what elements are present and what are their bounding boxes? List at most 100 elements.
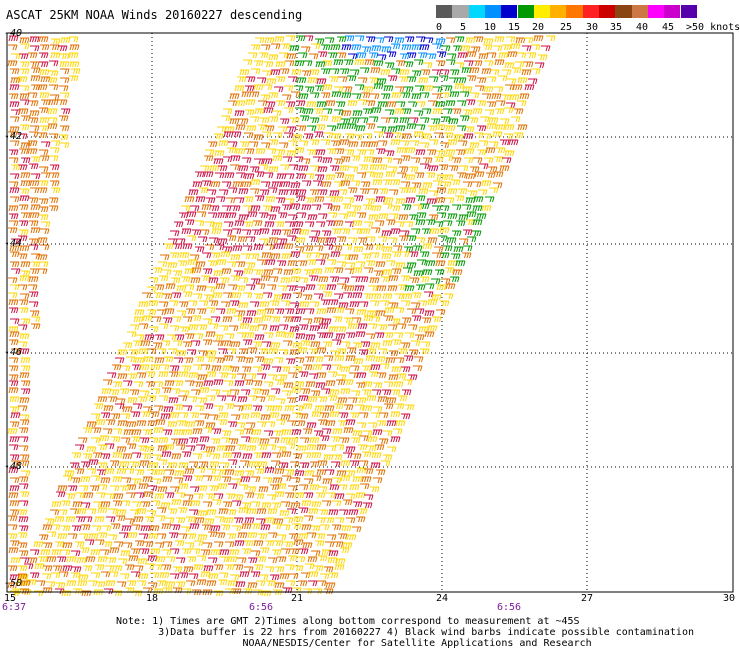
wind-barb [287, 260, 298, 267]
wind-barb [457, 100, 467, 107]
wind-barb [200, 165, 210, 172]
wind-barb [189, 523, 200, 530]
wind-barb [314, 430, 324, 437]
wind-barb [201, 364, 211, 371]
legend-label: 45 [662, 22, 675, 33]
wind-barb [460, 45, 471, 52]
wind-barb [66, 493, 76, 500]
wind-barb [423, 85, 434, 92]
wind-barb [433, 180, 443, 187]
wind-barb [160, 413, 171, 420]
wind-barb [316, 444, 327, 451]
wind-barb [292, 134, 303, 141]
wind-barb [138, 396, 148, 403]
wind-barb [139, 323, 149, 330]
wind-barb [298, 52, 308, 59]
wind-barb [96, 581, 106, 588]
legend-swatch [436, 5, 453, 18]
wind-barb [278, 126, 288, 133]
wind-barb [30, 125, 40, 132]
wind-barb [202, 451, 212, 458]
wind-barb [109, 571, 119, 578]
wind-barb [204, 155, 214, 162]
wind-barb [222, 476, 232, 483]
wind-barb [80, 547, 90, 554]
wind-barb [463, 133, 474, 140]
wind-barb [265, 196, 276, 203]
wind-barb [19, 229, 29, 236]
wind-barb [316, 101, 327, 108]
wind-barb [346, 211, 357, 218]
wind-barb [189, 437, 199, 444]
wind-barb [110, 389, 120, 396]
wind-barb [154, 381, 164, 388]
wind-barb [374, 270, 384, 277]
wind-barb [201, 275, 211, 282]
wind-barb [280, 181, 291, 188]
wind-barb [203, 475, 213, 482]
wind-barb [140, 525, 151, 532]
wind-barb [275, 61, 286, 68]
wind-barb [210, 525, 221, 532]
wind-barb [161, 451, 172, 458]
wind-barb [407, 76, 417, 83]
wind-barb [311, 390, 321, 397]
wind-barb [206, 395, 216, 402]
wind-barb [131, 411, 141, 418]
wind-barb [19, 500, 29, 507]
wind-barb [478, 53, 489, 60]
wind-barb [261, 590, 272, 597]
wind-barb [238, 188, 249, 195]
wind-barb [424, 310, 435, 317]
wind-barb [208, 260, 218, 267]
wind-barb [290, 461, 300, 468]
wind-barb [435, 101, 446, 108]
wind-barb [209, 414, 219, 421]
wind-barb [317, 372, 327, 379]
wind-barb [482, 133, 492, 140]
wind-barb [72, 566, 82, 573]
wind-barb [9, 339, 19, 346]
wind-barb [176, 557, 186, 564]
wind-barb [313, 180, 323, 187]
wind-barb [83, 492, 94, 499]
wind-barb [59, 115, 69, 122]
wind-barb [472, 108, 483, 115]
wind-barb [158, 371, 169, 378]
wind-barb [254, 158, 264, 165]
wind-barb [293, 539, 304, 546]
wind-barb [511, 116, 521, 123]
wind-barb [346, 262, 356, 269]
wind-barb [212, 499, 222, 506]
wind-barb [239, 323, 250, 330]
wind-barb [504, 150, 515, 157]
wind-barb [349, 372, 359, 379]
wind-barb [411, 302, 421, 309]
wind-barb [345, 355, 356, 362]
wind-barb [261, 364, 271, 371]
wind-barb [409, 166, 419, 173]
wind-barb [147, 469, 157, 476]
wind-barb [197, 555, 207, 562]
wind-barb [405, 36, 415, 43]
wind-barb [188, 372, 199, 379]
wind-barb [512, 84, 523, 91]
wind-barb [292, 342, 303, 349]
wind-barb [9, 181, 19, 188]
wind-barb [432, 69, 442, 76]
wind-barb [305, 173, 315, 180]
wind-barb [370, 93, 380, 100]
wind-barb [173, 243, 183, 250]
wind-barb [345, 268, 355, 275]
wind-barb [221, 268, 232, 275]
wind-barb [200, 413, 210, 420]
wind-barb [363, 502, 373, 509]
wind-barb [514, 108, 524, 115]
wind-barb [103, 405, 114, 412]
wind-barb [404, 355, 414, 362]
wind-barb [401, 300, 411, 307]
wind-barb [405, 147, 416, 154]
wind-barb [85, 539, 95, 546]
wind-barb [376, 148, 386, 155]
wind-barb [381, 460, 391, 467]
